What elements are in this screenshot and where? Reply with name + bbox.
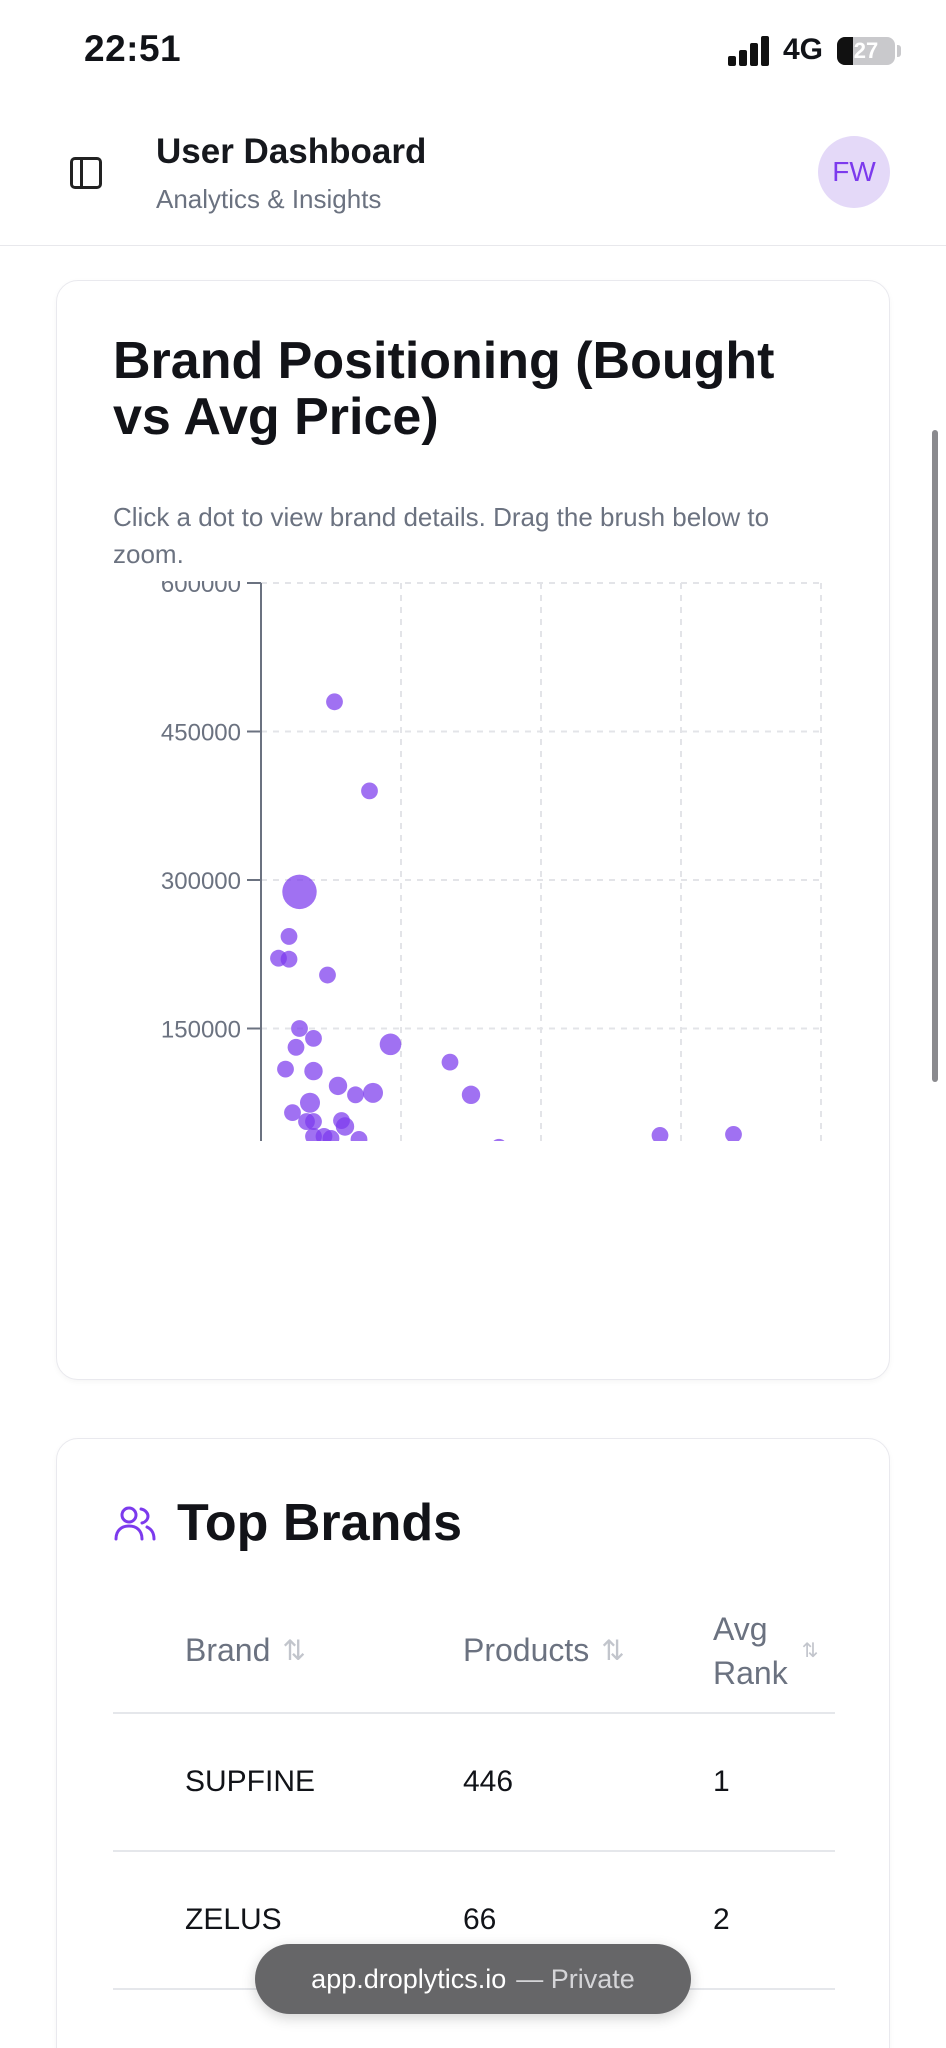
table-row[interactable]: SUPFINE 446 1 (113, 1713, 835, 1852)
browser-url-bar[interactable]: app.droplytics.io — Private (255, 1944, 691, 2014)
battery-icon: 27 (837, 37, 895, 65)
y-tick-label: 600000 (161, 581, 241, 598)
top-brands-table: Brand ⇅ Products ⇅ Avg Rank (113, 1589, 835, 1990)
top-brands-title: Top Brands (177, 1494, 463, 1552)
scatter-point[interactable] (284, 1104, 301, 1122)
page-scrollbar[interactable] (932, 430, 938, 1082)
scatter-chart[interactable]: 015000030000045000060000004080120160 (57, 581, 891, 1141)
battery-tip (897, 45, 901, 57)
column-header-brand[interactable]: Brand ⇅ (113, 1589, 463, 1714)
scatter-point[interactable] (282, 874, 317, 910)
column-label: Products (463, 1632, 590, 1668)
private-mode-label: — Private (516, 1963, 635, 1994)
app-header: User Dashboard Analytics & Insights FW (0, 100, 946, 246)
scatter-point[interactable] (461, 1085, 481, 1105)
users-icon (114, 1506, 156, 1541)
page-title: User Dashboard (156, 132, 427, 171)
y-tick-label: 150000 (161, 1017, 241, 1044)
scatter-point[interactable] (361, 782, 378, 800)
scatter-point[interactable] (441, 1053, 459, 1071)
scatter-point[interactable] (305, 1113, 322, 1130)
column-header-products[interactable]: Products ⇅ (463, 1589, 713, 1714)
cell-brand: SUPFINE (113, 1713, 463, 1852)
scatter-point[interactable] (305, 1030, 322, 1047)
column-header-avg-rank[interactable]: Avg Rank ⇅ (713, 1589, 835, 1714)
cell-avg-rank: 2 (713, 1851, 835, 1990)
network-type: 4G (783, 33, 824, 66)
scatter-point[interactable] (725, 1126, 742, 1141)
url-text: app.droplytics.io (311, 1963, 507, 1994)
chart-help-text: Click a dot to view brand details. Drag … (113, 502, 770, 569)
scatter-point[interactable] (363, 1082, 383, 1103)
sort-icon[interactable]: ⇅ (282, 1635, 306, 1666)
chart-title: Brand Positioning (Bought vs Avg Price) (113, 332, 775, 446)
scatter-point[interactable] (277, 1060, 294, 1078)
scatter-point[interactable] (322, 1129, 340, 1141)
cell-products: 446 (463, 1713, 713, 1852)
scatter-point[interactable] (300, 1092, 320, 1113)
scatter-point[interactable] (280, 928, 298, 945)
brand-positioning-card: Brand Positioning (Bought vs Avg Price) … (56, 280, 890, 1380)
scatter-point[interactable] (491, 1138, 508, 1141)
scatter-point[interactable] (350, 1130, 368, 1141)
sidebar-toggle-icon[interactable] (70, 157, 102, 189)
scatter-point[interactable] (280, 950, 298, 968)
battery-level: 27 (853, 38, 879, 63)
cell-avg-rank: 1 (713, 1713, 835, 1852)
scatter-point[interactable] (347, 1086, 364, 1104)
status-bar: 22:51 4G 27 (0, 0, 946, 100)
scatter-point[interactable] (319, 966, 336, 984)
column-label: Avg (713, 1610, 768, 1647)
scatter-point[interactable] (304, 1061, 323, 1081)
column-label: Rank (713, 1654, 788, 1691)
status-time: 22:51 (84, 28, 182, 69)
page-subtitle: Analytics & Insights (156, 184, 382, 214)
sort-icon[interactable]: ⇅ (601, 1635, 625, 1666)
scatter-point[interactable] (326, 693, 343, 711)
avatar[interactable]: FW (818, 136, 890, 208)
y-tick-label: 300000 (161, 868, 241, 895)
table-header-row: Brand ⇅ Products ⇅ Avg Rank (113, 1589, 835, 1714)
cellular-signal-icon (728, 36, 772, 66)
y-tick-label: 450000 (161, 720, 241, 747)
column-label: Brand (185, 1632, 271, 1668)
sort-icon[interactable]: ⇅ (801, 1640, 819, 1662)
scatter-point[interactable] (291, 1020, 308, 1037)
scatter-point[interactable] (379, 1033, 402, 1056)
scatter-point[interactable] (335, 1117, 355, 1136)
scatter-point[interactable] (328, 1076, 348, 1096)
scatter-point[interactable] (651, 1127, 669, 1141)
scatter-point[interactable] (287, 1038, 305, 1056)
